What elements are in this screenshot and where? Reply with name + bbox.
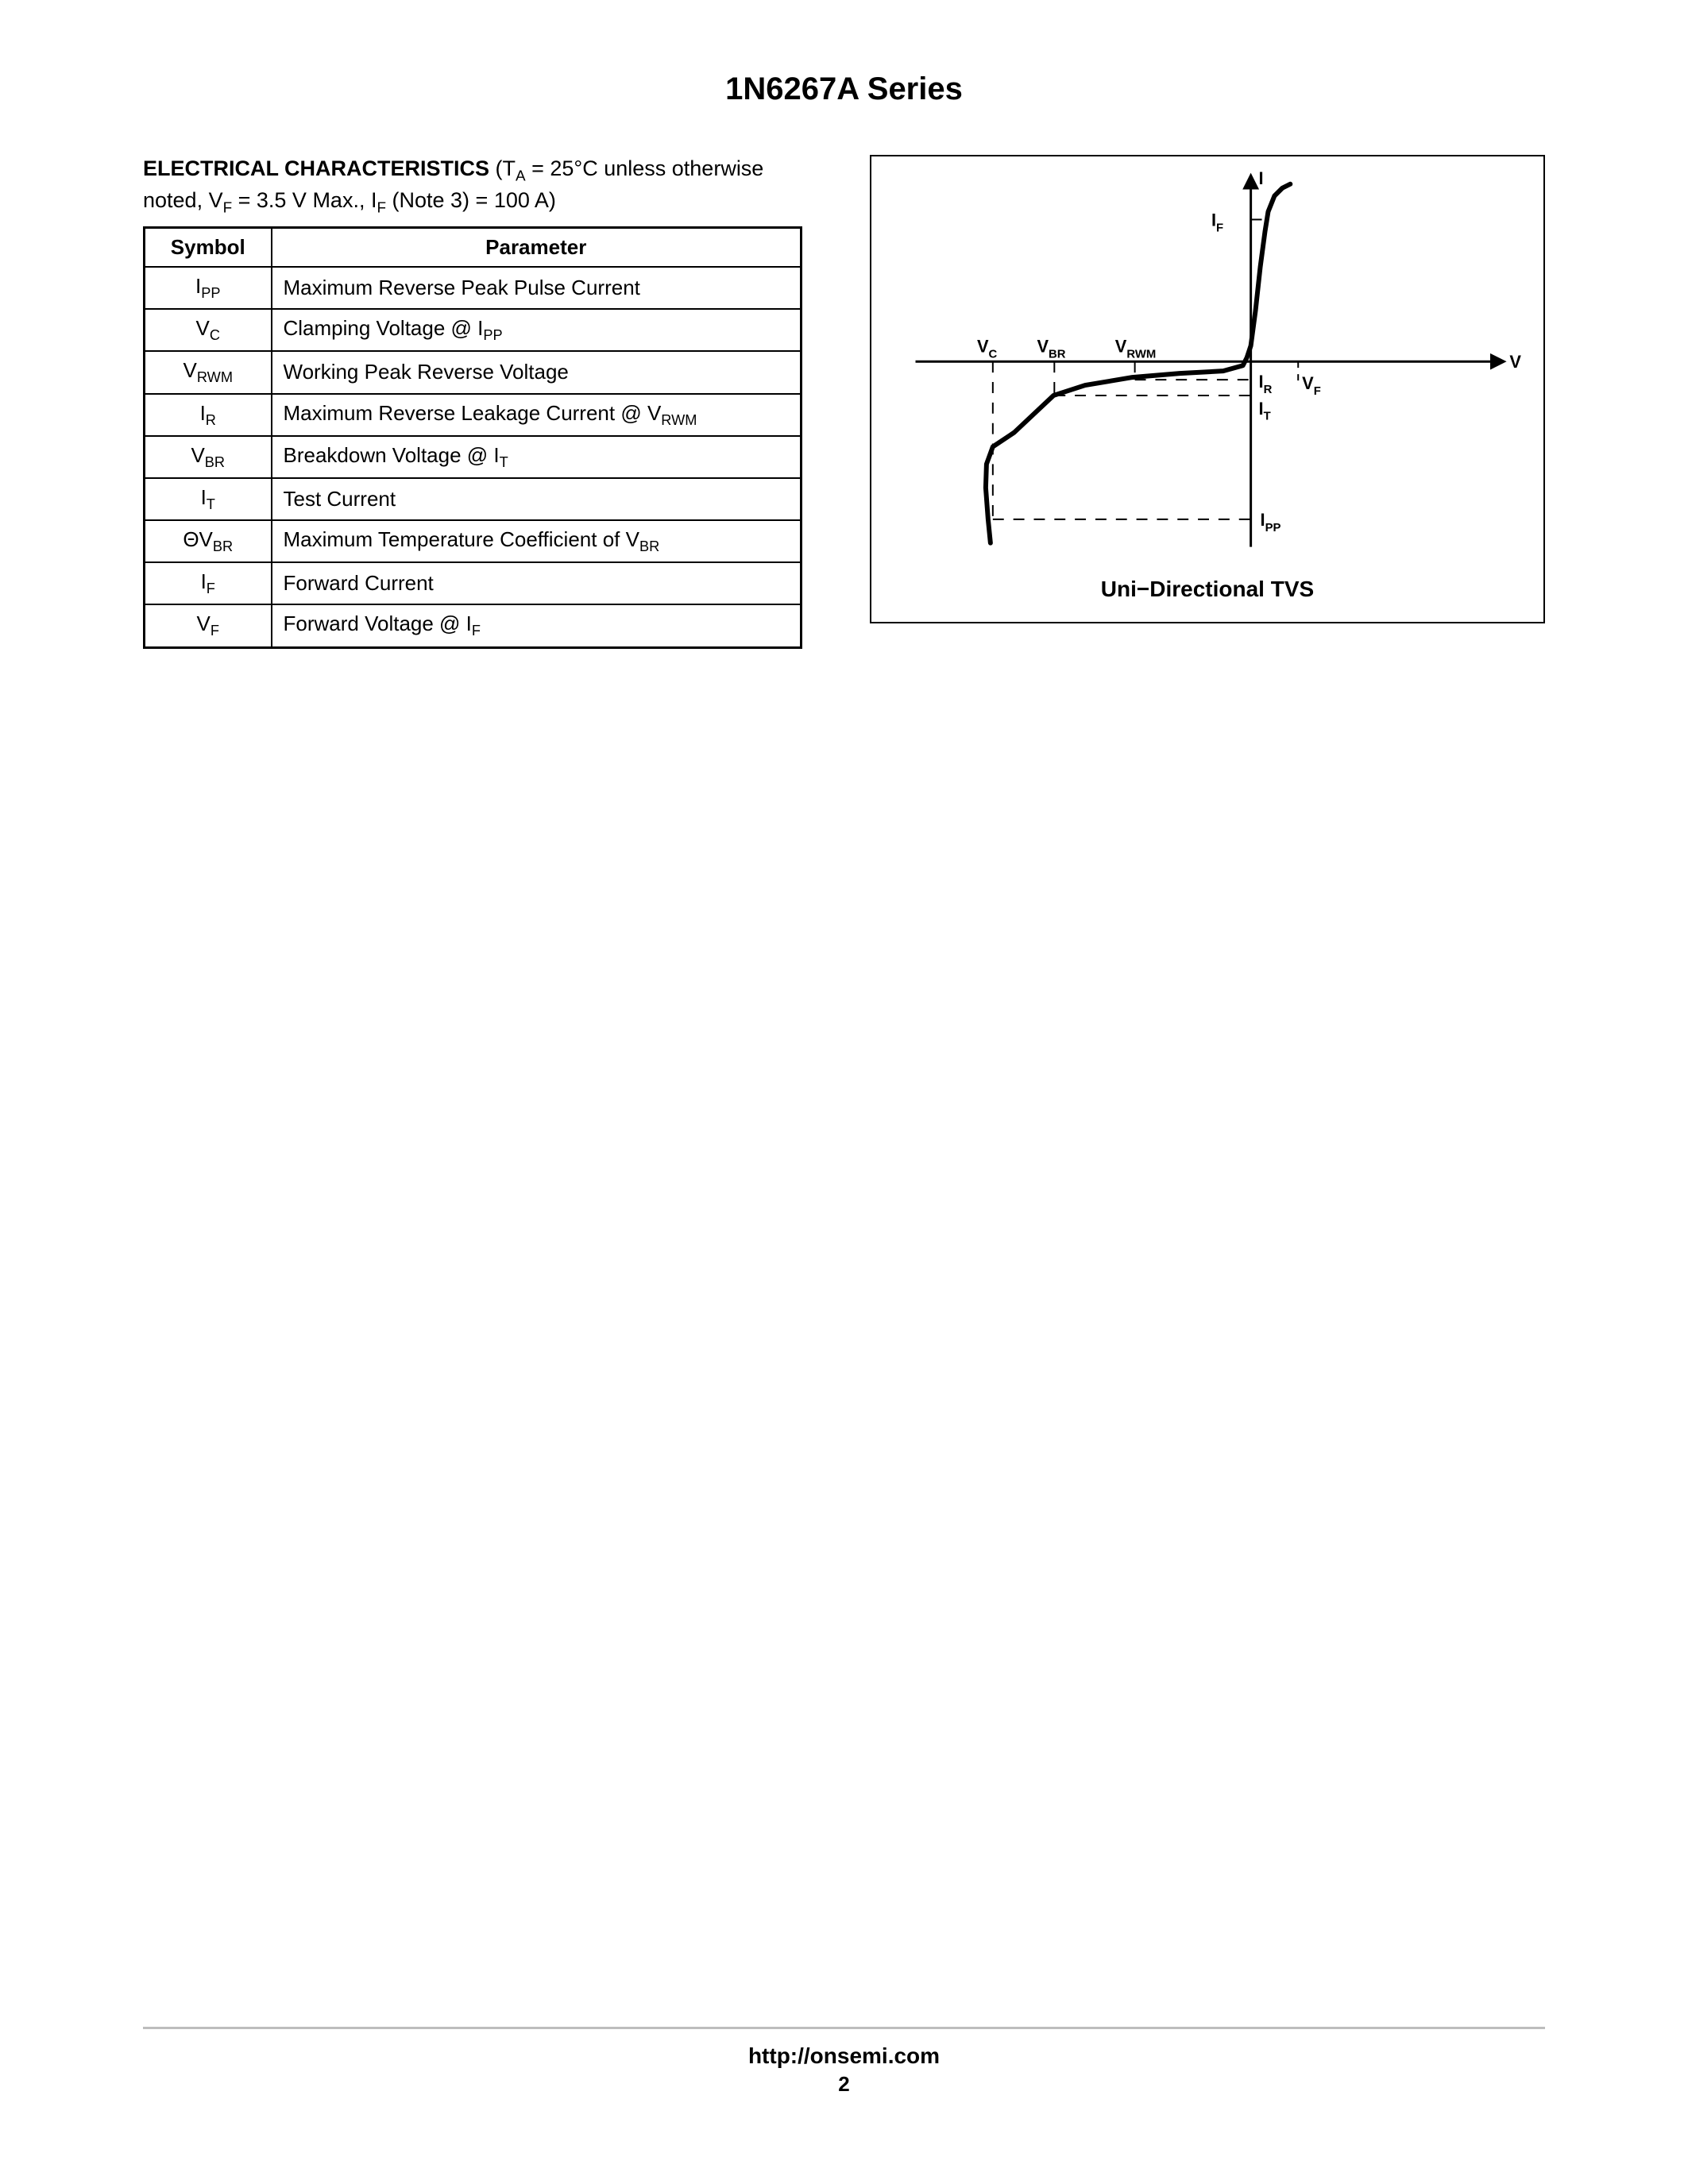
symbol-cell: IR bbox=[145, 394, 272, 436]
symbol-main: I bbox=[201, 485, 207, 509]
symbol-main: I bbox=[201, 569, 207, 593]
parameter-text: Forward Current bbox=[284, 571, 434, 595]
parameter-text: Maximum Reverse Peak Pulse Current bbox=[284, 276, 640, 299]
parameter-text: Forward Voltage @ I bbox=[284, 612, 472, 635]
symbol-cell: ΘVBR bbox=[145, 520, 272, 562]
svg-text:VBR: VBR bbox=[1037, 336, 1065, 361]
symbol-sub: R bbox=[206, 412, 216, 428]
footer-url: http://onsemi.com bbox=[0, 2043, 1688, 2069]
parameters-table: Symbol Parameter IPPMaximum Reverse Peak… bbox=[143, 226, 802, 649]
symbol-cell: VRWM bbox=[145, 351, 272, 393]
parameter-cell: Test Current bbox=[272, 478, 802, 520]
table-row: ΘVBRMaximum Temperature Coefficient of V… bbox=[145, 520, 802, 562]
table-row: IF Forward Current bbox=[145, 562, 802, 604]
svg-text:IR: IR bbox=[1259, 372, 1273, 396]
diagram-caption: Uni−Directional TVS bbox=[871, 577, 1543, 602]
section-heading: ELECTRICAL CHARACTERISTICS (TA = 25°C un… bbox=[143, 155, 802, 218]
parameter-text: Test Current bbox=[284, 487, 396, 511]
tvs-diagram: I V IF VC VBR VRWM IR IT VF IPP Uni−Directional T… bbox=[870, 155, 1545, 623]
parameter-sub: T bbox=[500, 454, 508, 470]
symbol-cell: VC bbox=[145, 309, 272, 351]
parameter-cell: Breakdown Voltage @ IT bbox=[272, 436, 802, 478]
symbol-sub: RWM bbox=[197, 370, 233, 386]
table-row: VFForward Voltage @ IF bbox=[145, 604, 802, 647]
table-row: VRWM Working Peak Reverse Voltage bbox=[145, 351, 802, 393]
parameter-cell: Maximum Reverse Leakage Current @ VRWM bbox=[272, 394, 802, 436]
page-footer: http://onsemi.com 2 bbox=[0, 2027, 1688, 2097]
symbol-main: V bbox=[196, 316, 210, 340]
table-row: VCClamping Voltage @ IPP bbox=[145, 309, 802, 351]
footer-rule bbox=[143, 2027, 1545, 2029]
table-row: VBRBreakdown Voltage @ IT bbox=[145, 436, 802, 478]
heading-bold: ELECTRICAL CHARACTERISTICS bbox=[143, 156, 489, 180]
svg-text:IPP: IPP bbox=[1261, 510, 1281, 534]
parameter-text: Working Peak Reverse Voltage bbox=[284, 360, 569, 384]
tvs-diagram-svg: I V IF VC VBR VRWM IR IT VF IPP bbox=[871, 156, 1543, 622]
heading-cond-1: (T bbox=[489, 156, 516, 180]
symbol-sub: C bbox=[210, 327, 220, 343]
svg-text:IT: IT bbox=[1259, 399, 1271, 423]
svg-text:VRWM: VRWM bbox=[1115, 336, 1156, 361]
table-header-parameter: Parameter bbox=[272, 227, 802, 267]
parameter-cell: Maximum Temperature Coefficient of VBR bbox=[272, 520, 802, 562]
table-row: IPP Maximum Reverse Peak Pulse Current bbox=[145, 267, 802, 309]
parameter-text: Maximum Temperature Coefficient of V bbox=[284, 527, 639, 551]
svg-text:I: I bbox=[1259, 168, 1264, 188]
heading-cond-3-sub: F bbox=[377, 199, 386, 216]
symbol-main: ΘV bbox=[183, 527, 213, 551]
symbol-cell: VBR bbox=[145, 436, 272, 478]
footer-page-number: 2 bbox=[0, 2072, 1688, 2097]
table-header-symbol: Symbol bbox=[145, 227, 272, 267]
svg-text:VF: VF bbox=[1302, 373, 1321, 398]
table-row: IRMaximum Reverse Leakage Current @ VRWM bbox=[145, 394, 802, 436]
symbol-sub: F bbox=[207, 581, 215, 596]
symbol-main: V bbox=[191, 443, 204, 467]
symbol-sub: T bbox=[207, 496, 215, 512]
symbol-cell: IPP bbox=[145, 267, 272, 309]
parameter-cell: Working Peak Reverse Voltage bbox=[272, 351, 802, 393]
parameter-text: Clamping Voltage @ I bbox=[284, 316, 484, 340]
page-title: 1N6267A Series bbox=[143, 71, 1545, 107]
svg-text:VC: VC bbox=[977, 336, 998, 361]
symbol-main: V bbox=[183, 358, 197, 382]
heading-cond-2-sub: F bbox=[223, 199, 233, 216]
svg-text:IF: IF bbox=[1211, 210, 1223, 234]
symbol-sub: PP bbox=[201, 285, 220, 301]
symbol-sub: F bbox=[211, 623, 219, 639]
parameter-cell: Maximum Reverse Peak Pulse Current bbox=[272, 267, 802, 309]
heading-cond-1-sub: A bbox=[516, 168, 526, 184]
parameter-sub: F bbox=[472, 623, 481, 639]
parameter-cell: Forward Current bbox=[272, 562, 802, 604]
parameter-cell: Forward Voltage @ IF bbox=[272, 604, 802, 647]
heading-cond-4: (Note 3) = 100 A) bbox=[386, 188, 556, 212]
parameter-sub: BR bbox=[639, 538, 659, 554]
symbol-sub: BR bbox=[213, 538, 233, 554]
parameter-sub: PP bbox=[483, 327, 502, 343]
symbol-main: V bbox=[197, 612, 211, 635]
parameter-text: Maximum Reverse Leakage Current @ V bbox=[284, 401, 662, 425]
svg-text:V: V bbox=[1509, 352, 1521, 372]
heading-cond-3: = 3.5 V Max., I bbox=[232, 188, 377, 212]
symbol-cell: VF bbox=[145, 604, 272, 647]
parameter-sub: RWM bbox=[661, 412, 697, 428]
symbol-main: I bbox=[200, 401, 206, 425]
parameter-cell: Clamping Voltage @ IPP bbox=[272, 309, 802, 351]
table-row: IT Test Current bbox=[145, 478, 802, 520]
symbol-sub: BR bbox=[205, 454, 225, 470]
symbol-cell: IT bbox=[145, 478, 272, 520]
parameter-text: Breakdown Voltage @ I bbox=[284, 443, 500, 467]
symbol-cell: IF bbox=[145, 562, 272, 604]
